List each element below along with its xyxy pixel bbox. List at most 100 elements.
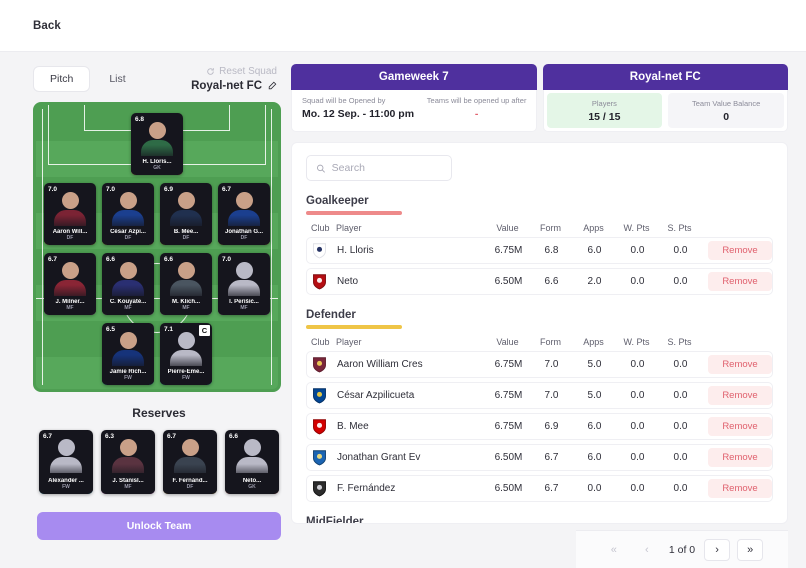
- player-position: FW: [124, 375, 132, 381]
- player-name: F. Fernánd...: [172, 478, 208, 484]
- reset-squad-button[interactable]: Reset Squad: [191, 66, 277, 77]
- pitch: 6.8 H. Lloris... GK 7.0 Aaron Will... DF 7.0 C…: [33, 102, 281, 392]
- player-name: César Azpi...: [110, 229, 146, 235]
- remove-player-button[interactable]: Remove: [708, 355, 772, 374]
- last-page-button[interactable]: »: [737, 538, 764, 561]
- player-form: 6.8: [135, 116, 145, 123]
- row-actions: Remove: [702, 448, 772, 467]
- section-title: Goalkeeper: [306, 195, 369, 207]
- player-position: DF: [66, 235, 74, 241]
- position-sections: Goalkeeper Club Player Value Form Apps W. Pts S…: [306, 195, 773, 523]
- player-card[interactable]: 6.7 Alexander ... FW: [39, 430, 93, 494]
- reserves-title: Reserves: [132, 406, 186, 420]
- row-player-name: Aaron William Cres: [337, 359, 423, 370]
- player-position: MF: [240, 305, 248, 311]
- player-position: DF: [124, 235, 132, 241]
- teams-open-value: -: [474, 108, 479, 120]
- table-row[interactable]: Jonathan Grant Ev 6.50M 6.7 6.0 0.0 0.0 Remove: [306, 444, 773, 471]
- table-row[interactable]: B. Mee 6.75M 6.9 6.0 0.0 0.0 Remove: [306, 413, 773, 440]
- row-apps: 6.0: [587, 421, 602, 432]
- player-name: B. Mee...: [173, 229, 199, 235]
- remove-player-button[interactable]: Remove: [708, 386, 772, 405]
- remove-player-button[interactable]: Remove: [708, 448, 772, 467]
- col-value: Value: [496, 223, 519, 233]
- prev-page-button[interactable]: ‹: [634, 539, 660, 561]
- player-card[interactable]: 6.6 M. Klich... MF: [160, 253, 212, 315]
- player-form: 6.6: [106, 256, 116, 263]
- player-card[interactable]: 6.6 C. Kouyaté... MF: [102, 253, 154, 315]
- player-card[interactable]: 6.7 F. Fernánd... DF: [163, 430, 217, 494]
- row-form: 7.0: [544, 390, 559, 401]
- player-name: M. Klich...: [171, 299, 200, 305]
- row-wpts: 0.0: [630, 359, 645, 370]
- player-form: 6.7: [167, 433, 177, 440]
- player-name: C. Kouyaté...: [109, 299, 147, 305]
- table-row[interactable]: F. Fernández 6.50M 6.7 0.0 0.0 0.0 Remove: [306, 475, 773, 502]
- table-row[interactable]: César Azpilicueta 6.75M 7.0 5.0 0.0 0.0 Remove: [306, 382, 773, 409]
- remove-player-button[interactable]: Remove: [708, 417, 772, 436]
- row-wpts: 0.0: [630, 276, 645, 287]
- tab-list[interactable]: List: [92, 66, 142, 92]
- players-count-cell: Players 15 / 15: [546, 93, 663, 128]
- row-club: [307, 242, 337, 259]
- player-card[interactable]: 6.7 Jonathan G... DF: [218, 183, 270, 245]
- player-form: 6.3: [105, 433, 115, 440]
- player-name: I. Perišić...: [229, 299, 259, 305]
- col-spts: S. Pts: [667, 337, 692, 347]
- search-input[interactable]: [331, 162, 442, 174]
- players-value: 15 / 15: [588, 111, 621, 123]
- position-section: MidFielder: [306, 516, 773, 523]
- section-title: Defender: [306, 309, 356, 321]
- player-name: Pierre-Eme...: [167, 369, 205, 375]
- player-card[interactable]: 7.1 C Pierre-Eme... FW: [160, 323, 212, 385]
- captain-badge: C: [199, 325, 210, 336]
- next-page-button[interactable]: ›: [704, 538, 731, 561]
- col-club: Club: [311, 337, 330, 347]
- player-card[interactable]: 6.9 B. Mee... DF: [160, 183, 212, 245]
- player-position: DF: [182, 235, 190, 241]
- remove-player-button[interactable]: Remove: [708, 241, 772, 260]
- pitch-row-defenders: 7.0 Aaron Will... DF 7.0 César Azpi... DF 6.9 B…: [36, 183, 278, 245]
- player-card[interactable]: 7.0 I. Perišić... MF: [218, 253, 270, 315]
- player-position: DF: [240, 235, 248, 241]
- row-value: 6.50M: [494, 452, 523, 463]
- pitch-row-forwards: 6.5 Jamie Rich... FW 7.1 C Pierre-Eme... FW: [36, 323, 278, 385]
- row-actions: Remove: [702, 479, 772, 498]
- back-button[interactable]: Back: [33, 19, 61, 32]
- player-card[interactable]: 7.0 Aaron Will... DF: [44, 183, 96, 245]
- player-card[interactable]: 7.0 César Azpi... DF: [102, 183, 154, 245]
- row-player-name: B. Mee: [337, 421, 369, 432]
- search-box[interactable]: [306, 155, 452, 181]
- player-card[interactable]: 6.6 Neto... GK: [225, 430, 279, 494]
- table-header: Club Player Value Form Apps W. Pts S. Pts: [306, 329, 773, 351]
- col-player: Player: [336, 223, 362, 233]
- row-player-name: F. Fernández: [337, 483, 396, 494]
- remove-player-button[interactable]: Remove: [708, 272, 772, 291]
- col-form: Form: [540, 223, 561, 233]
- team-card: Royal-net FC Players 15 / 15 Team Value …: [542, 64, 788, 132]
- row-apps: 5.0: [587, 390, 602, 401]
- first-page-button[interactable]: «: [601, 539, 627, 561]
- player-card[interactable]: 6.3 J. Stanisl... MF: [101, 430, 155, 494]
- player-card[interactable]: 6.5 Jamie Rich... FW: [102, 323, 154, 385]
- table-row[interactable]: Neto 6.50M 6.6 2.0 0.0 0.0 Remove: [306, 268, 773, 295]
- remove-player-button[interactable]: Remove: [708, 479, 772, 498]
- player-card[interactable]: 6.8 H. Lloris... GK: [131, 113, 183, 175]
- player-form: 6.7: [43, 433, 53, 440]
- table-row[interactable]: Aaron William Cres 6.75M 7.0 5.0 0.0 0.0 Remov…: [306, 351, 773, 378]
- table-row[interactable]: H. Lloris 6.75M 6.8 6.0 0.0 0.0 Remove: [306, 237, 773, 264]
- squad-open-value: Mo. 12 Sep. - 11:00 pm: [302, 108, 415, 120]
- col-apps: Apps: [583, 337, 604, 347]
- row-value: 6.75M: [494, 359, 523, 370]
- unlock-team-button[interactable]: Unlock Team: [37, 512, 281, 540]
- col-spts: S. Pts: [667, 223, 692, 233]
- player-form: 6.6: [229, 433, 239, 440]
- reset-squad-label: Reset Squad: [219, 66, 277, 77]
- player-name: Neto...: [242, 478, 262, 484]
- team-name-edit[interactable]: Royal-net FC: [191, 80, 277, 92]
- tab-pitch[interactable]: Pitch: [33, 66, 91, 92]
- row-wpts: 0.0: [630, 245, 645, 256]
- player-card[interactable]: 6.7 J. Milner... MF: [44, 253, 96, 315]
- pagination: « ‹ 1 of 0 › »: [576, 530, 788, 568]
- teams-open-label: Teams will be opened up after: [426, 96, 527, 105]
